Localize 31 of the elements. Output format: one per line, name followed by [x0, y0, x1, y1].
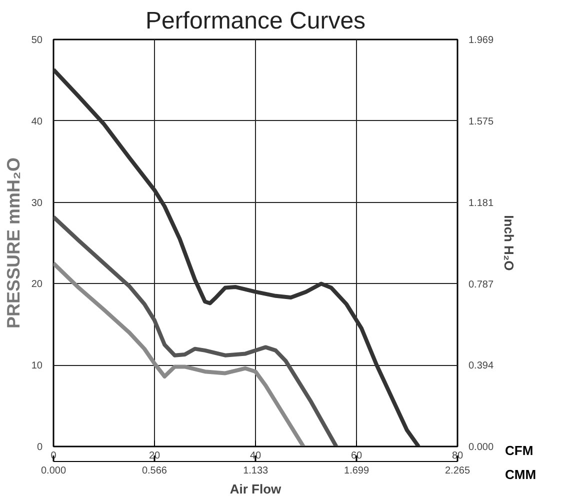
x-tick-label: 80: [452, 450, 464, 462]
x-tick-label: 60: [350, 450, 362, 462]
x2-tick-label: 2.265: [444, 466, 470, 476]
x2-axis-title: CMM: [505, 466, 536, 484]
x-tick-label: 0: [50, 450, 57, 462]
y-tick-label: 20: [31, 279, 43, 290]
y2-tick-label: 0.787: [468, 279, 494, 290]
text: CFM: [505, 442, 534, 460]
line-series: [54, 68, 421, 446]
y2-tick-label: 1.969: [468, 35, 494, 46]
x2-tick-label: 1.133: [243, 466, 269, 476]
y-tick-label: 30: [31, 198, 43, 209]
x2-tick-label: 0.566: [142, 466, 168, 476]
y-axis-title: PRESSURE mmH₂O: [3, 157, 24, 329]
y-tick-label: 0: [36, 442, 43, 453]
x2-tick-label: 1.699: [344, 466, 370, 476]
line-series: [54, 214, 338, 446]
y2-tick-label: 0.000: [468, 442, 494, 453]
y2-tick-label: 1.575: [468, 116, 494, 128]
y2-tick-label: 0.394: [468, 360, 494, 372]
x2-tick-label: 0.000: [40, 466, 66, 476]
line-series: [54, 261, 306, 446]
y2-axis-title: Inch H₂O: [502, 215, 517, 271]
chart-title: Performance Curves: [145, 8, 366, 34]
x-axis-title: Air Flow: [230, 482, 282, 496]
y-tick-label: 50: [31, 35, 43, 46]
x-tick-label: 20: [148, 450, 160, 462]
y2-tick-label: 1.181: [468, 198, 494, 209]
x-tick-label: 40: [250, 450, 262, 462]
y-tick-label: 40: [31, 116, 43, 128]
y-tick-label: 10: [31, 360, 43, 372]
